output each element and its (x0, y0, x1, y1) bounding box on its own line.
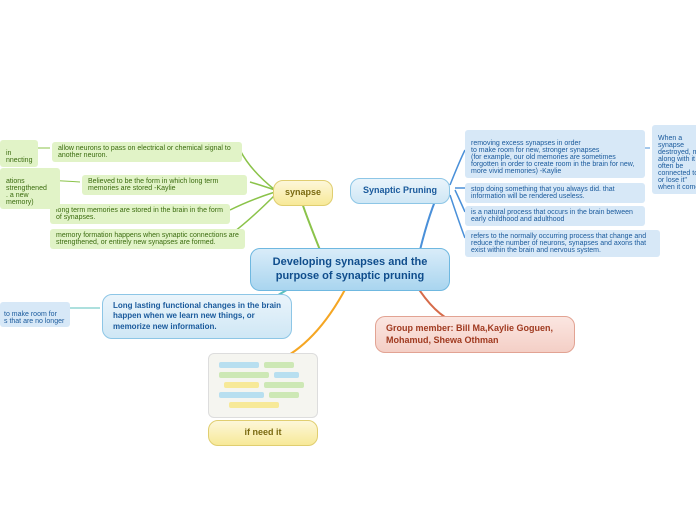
longlasting-text: Long lasting functional changes in the b… (113, 301, 281, 331)
longlasting-far[interactable]: to make room for s that are no longer (0, 302, 70, 327)
pruning-leaf-0[interactable]: removing excess synapses in order to mak… (465, 130, 645, 178)
ifneed-node[interactable]: if need it (208, 420, 318, 446)
pruning-leaf-2[interactable]: is a natural process that occurs in the … (465, 206, 645, 226)
ifneed-thumbnail[interactable] (208, 353, 318, 418)
synapse-leaf-0[interactable]: allow neurons to pass on electrical or c… (52, 142, 242, 162)
pruning-far-leaf[interactable]: When a synapse destroyed, me along with … (652, 125, 696, 194)
synapse-label: synapse (285, 187, 321, 197)
synapse-leaf-2[interactable]: long term memories are stored in the bra… (50, 204, 230, 224)
longlasting-node[interactable]: Long lasting functional changes in the b… (102, 294, 292, 339)
synapse-leaf-3[interactable]: memory formation happens when synaptic c… (50, 229, 245, 249)
group-text: Group member: Bill Ma,Kaylie Goguen, Moh… (386, 323, 553, 345)
center-topic[interactable]: Developing synapses and the purpose of s… (250, 248, 450, 291)
ifneed-label: if need it (244, 427, 281, 437)
synapse-node[interactable]: synapse (273, 180, 333, 206)
pruning-leaf-1[interactable]: stop doing something that you always did… (465, 183, 645, 203)
pruning-leaf-3[interactable]: refers to the normally occurring process… (465, 230, 660, 257)
synapse-leaf-1[interactable]: Believed to be the form in which long te… (82, 175, 247, 195)
group-node[interactable]: Group member: Bill Ma,Kaylie Goguen, Moh… (375, 316, 575, 353)
pruning-label: Synaptic Pruning (363, 185, 437, 195)
center-title: Developing synapses and the purpose of s… (273, 256, 428, 282)
synapse-far-0[interactable]: in nnecting (0, 140, 38, 167)
pruning-node[interactable]: Synaptic Pruning (350, 178, 450, 204)
synapse-far-1[interactable]: ations strengthened . a new memory) (0, 168, 60, 209)
